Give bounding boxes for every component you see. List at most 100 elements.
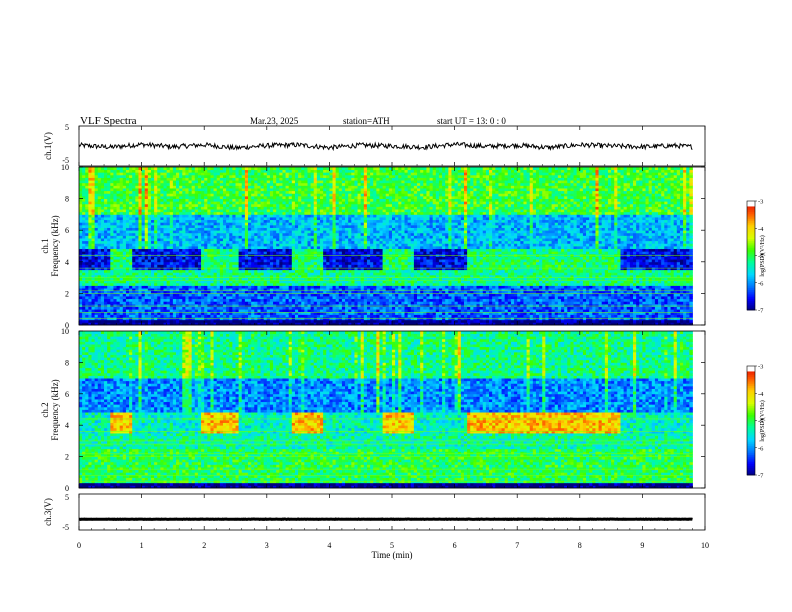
spectrogram-cell <box>269 232 274 236</box>
spectrogram-cell <box>88 211 92 215</box>
spectrogram-cell <box>185 219 189 223</box>
spectrogram-cell <box>207 193 211 197</box>
spectrogram-cell <box>291 296 296 300</box>
spectrogram-cell <box>172 322 177 326</box>
spectrogram-cell <box>104 174 108 178</box>
spectrogram-cell <box>291 314 296 318</box>
spectrogram-cell <box>138 169 142 173</box>
spectrogram-cell <box>91 293 96 297</box>
spectrogram-cell <box>216 198 221 202</box>
spectrogram-cell <box>232 303 236 307</box>
spectrogram-cell <box>141 274 146 278</box>
spectrogram-cell <box>288 290 293 294</box>
spectrogram-cell <box>85 269 89 273</box>
spectrogram-cell <box>304 224 308 228</box>
spectrogram-cell <box>100 301 105 305</box>
spectrogram-cell <box>269 219 274 223</box>
spectrogram-cell <box>88 259 92 263</box>
spectrogram-cell <box>144 193 149 197</box>
spectrogram-cell <box>91 182 96 186</box>
spectrogram-cell <box>185 259 189 263</box>
spectrogram-cell <box>257 167 261 171</box>
spectrogram-cell <box>132 190 136 194</box>
spectrogram-cell <box>94 201 99 205</box>
spectrogram-cell <box>119 309 124 313</box>
spectrogram-cell <box>113 188 117 192</box>
spectrogram-cell <box>210 288 214 292</box>
spectrogram-cell <box>97 259 102 263</box>
spectrogram-cell <box>238 311 243 315</box>
spectrogram-cell <box>147 322 152 326</box>
spectrogram-cell <box>263 238 268 242</box>
spectrogram-cell <box>107 201 111 205</box>
spectrogram-cell <box>79 285 83 289</box>
spectrogram-cell <box>310 280 315 284</box>
spectrogram-cell <box>169 214 174 218</box>
spectrogram-cell <box>257 282 261 286</box>
spectrogram-cell <box>294 232 299 236</box>
spectrogram-cell <box>320 269 324 273</box>
spectrogram-cell <box>294 277 299 281</box>
spectrogram-cell <box>185 319 189 323</box>
spectrogram-cell <box>138 319 142 323</box>
spectrogram-cell <box>254 261 258 265</box>
spectrogram-cell <box>110 180 114 184</box>
spectrogram-cell <box>263 203 268 207</box>
spectrogram-cell <box>213 230 218 234</box>
spectrogram-cell <box>273 240 277 244</box>
spectrogram-cell <box>160 277 164 281</box>
spectrogram-cell <box>141 246 146 250</box>
spectrogram-cell <box>150 235 155 239</box>
spectrogram-cell <box>329 301 333 305</box>
spectrogram-cell <box>301 230 305 234</box>
spectrogram-cell <box>285 301 290 305</box>
spectrogram-cell <box>116 206 121 210</box>
spectrogram-cell <box>269 277 274 281</box>
spectrogram-cell <box>179 174 183 178</box>
spectrogram-cell <box>154 256 158 260</box>
spectrogram-cell <box>169 185 174 189</box>
spectrogram-cell <box>94 188 99 192</box>
spectrogram-cell <box>157 251 161 255</box>
spectrogram-cell <box>251 206 255 210</box>
spectrogram-cell <box>335 319 340 323</box>
spectrogram-cell <box>301 209 305 213</box>
spectrogram-cell <box>320 301 324 305</box>
spectrogram-cell <box>229 198 233 202</box>
spectrogram-cell <box>316 198 321 202</box>
spectrogram-cell <box>79 219 83 223</box>
spectrogram-cell <box>276 240 280 244</box>
spectrogram-cell <box>129 293 133 297</box>
spectrogram-cell <box>100 217 105 221</box>
spectrogram-cell <box>229 211 233 215</box>
spectrogram-cell <box>285 235 290 239</box>
spectrogram-cell <box>276 195 280 199</box>
spectrogram-cell <box>204 174 208 178</box>
spectrogram-cell <box>266 282 271 286</box>
spectrogram-cell <box>154 185 158 189</box>
spectrogram-cell <box>273 274 277 278</box>
spectrogram-cell <box>269 235 274 239</box>
spectrogram-cell <box>241 172 246 176</box>
spectrogram-cell <box>125 203 130 207</box>
spectrogram-cell <box>232 274 236 278</box>
spectrogram-cell <box>197 214 202 218</box>
spectrogram-cell <box>122 280 127 284</box>
spectrogram-cell <box>244 222 249 226</box>
station-label: station=ATH <box>343 116 390 126</box>
spectrogram-cell <box>107 203 111 207</box>
spectrogram-cell <box>226 182 230 186</box>
spectrogram-cell <box>213 177 218 181</box>
spectrogram-cell <box>188 235 193 239</box>
spectrogram-cell <box>160 203 164 207</box>
ch1-ylabel: ch.1(V) <box>43 132 53 160</box>
spectrogram-cell <box>172 309 177 313</box>
spectrogram-cell <box>88 296 92 300</box>
spectrogram-cell <box>210 177 214 181</box>
spectrogram-cell <box>226 293 230 297</box>
spectrogram-cell <box>166 174 171 178</box>
spectrogram-cell <box>269 256 274 260</box>
spectrogram-cell <box>82 224 86 228</box>
spectrogram-cell <box>179 290 183 294</box>
spectrogram-cell <box>323 167 327 171</box>
